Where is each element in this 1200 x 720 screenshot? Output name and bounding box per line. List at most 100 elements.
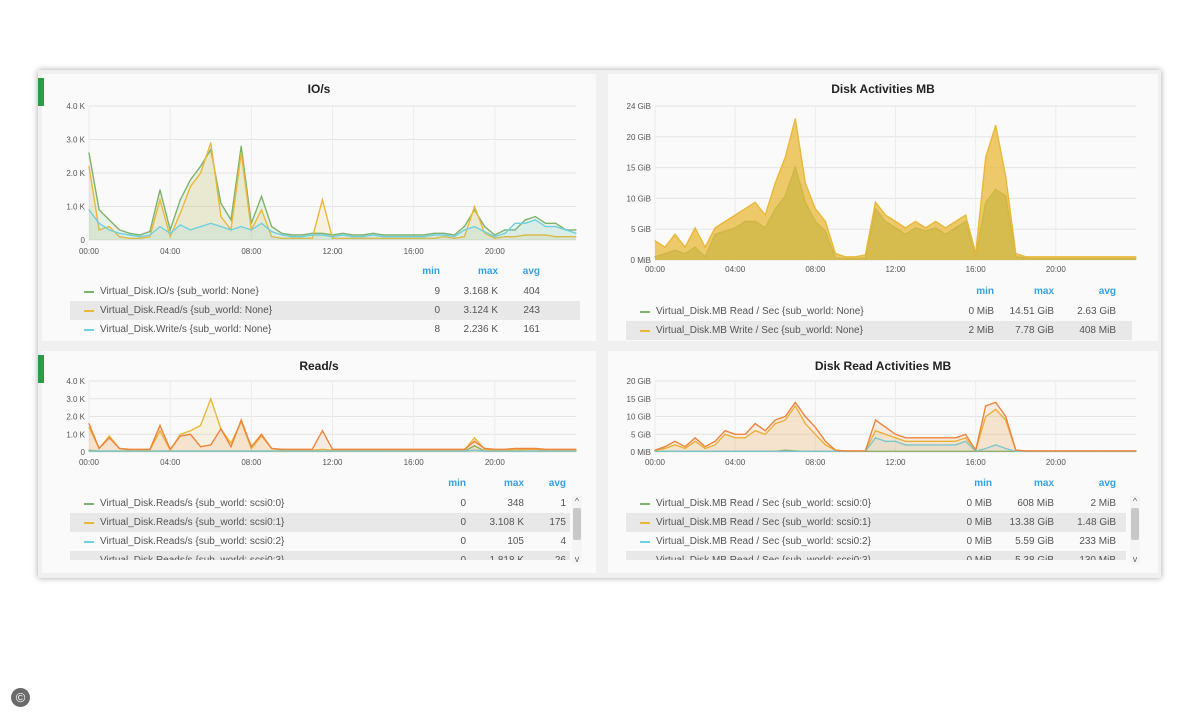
legend-row[interactable]: Virtual_Disk.Write/s {sub_world: None} 8 2… — [70, 320, 580, 339]
legend-row[interactable]: Virtual_Disk.Reads/s {sub_world: scsi0:3… — [70, 551, 570, 560]
legend-header-min[interactable]: min — [974, 478, 992, 489]
legend-header-avg[interactable]: avg — [548, 478, 566, 489]
series-color-swatch[interactable] — [640, 503, 650, 505]
legend-scrollbar[interactable]: ^ v — [572, 496, 582, 564]
row-collapse-marker[interactable] — [38, 355, 44, 383]
panel-reads-per-sec[interactable]: Read/s 4.0 K 3.0 K 2.0 K 1.0 K 0 00:00 04:00 08… — [38, 351, 596, 573]
series-color-swatch[interactable] — [84, 522, 94, 524]
legend-row[interactable]: Virtual_Disk.MB Write / Sec {sub_world: … — [626, 321, 1132, 340]
scroll-up-icon[interactable]: ^ — [1132, 496, 1138, 506]
legend-row[interactable]: Virtual_Disk.MB Read / Sec {sub_world: s… — [626, 551, 1126, 560]
data-point — [514, 222, 516, 224]
legend-series-label[interactable]: Virtual_Disk.MB Write / Sec {sub_world: … — [656, 325, 863, 336]
legend-series-label[interactable]: Virtual_Disk.Write/s {sub_world: None} — [100, 324, 272, 335]
data-point — [734, 450, 736, 452]
data-point — [433, 237, 435, 239]
data-point — [985, 450, 987, 452]
legend-row[interactable]: Virtual_Disk.IO/s {sub_world: None} 9 3.16… — [70, 282, 580, 301]
data-point — [392, 448, 394, 450]
legend-header-min[interactable]: min — [422, 266, 440, 277]
copyright-icon: © — [11, 688, 30, 707]
data-point — [352, 237, 354, 239]
legend-row[interactable]: Virtual_Disk.MB Read / Sec {sub_world: s… — [626, 532, 1126, 551]
legend-series-label[interactable]: Virtual_Disk.MB Read / Sec {sub_world: s… — [656, 536, 871, 547]
data-point — [514, 447, 516, 450]
series-color-swatch[interactable] — [84, 291, 94, 293]
series-color-swatch[interactable] — [640, 522, 650, 524]
legend-header-max[interactable]: max — [1033, 286, 1054, 297]
data-point — [724, 430, 726, 432]
data-point — [704, 446, 706, 448]
data-point — [1015, 449, 1017, 451]
data-point — [210, 450, 212, 452]
legend-series-label[interactable]: Virtual_Disk.Reads/s {sub_world: scsi0:1… — [100, 517, 285, 528]
legend-scrollbar[interactable]: ^ v — [1130, 496, 1140, 564]
data-point — [534, 450, 536, 452]
legend-series-label[interactable]: Virtual_Disk.Reads/s {sub_world: scsi0:0… — [100, 498, 285, 509]
legend-series-label[interactable]: Virtual_Disk.MB Read / Sec {sub_world: s… — [656, 498, 871, 509]
legend-header-avg[interactable]: avg — [1098, 478, 1116, 489]
panel-title[interactable]: IO/s — [307, 82, 331, 96]
scroll-thumb[interactable] — [573, 508, 581, 540]
panel-disk-read-activities-mb[interactable]: Disk Read Activities MB 20 GiB 15 GiB 10 G… — [608, 351, 1158, 573]
legend-series-label[interactable]: Virtual_Disk.MB Read / Sec {sub_world: s… — [656, 551, 871, 560]
x-tick-label: 08:00 — [805, 265, 826, 274]
legend-row[interactable]: Virtual_Disk.MB Read / Sec {sub_world: N… — [626, 302, 1132, 321]
scroll-thumb[interactable] — [1131, 508, 1139, 540]
panel-title[interactable]: Read/s — [299, 359, 339, 373]
legend-series-label[interactable]: Virtual_Disk.Read/s {sub_world: None} — [100, 305, 273, 316]
legend-row[interactable]: Virtual_Disk.Reads/s {sub_world: scsi0:0… — [70, 494, 570, 513]
legend-series-label[interactable]: Virtual_Disk.MB Read / Sec {sub_world: N… — [656, 306, 864, 317]
series-color-swatch[interactable] — [84, 329, 94, 331]
legend-header-avg[interactable]: avg — [522, 266, 540, 277]
panel-io-per-sec[interactable]: IO/s 4.0 K 3.0 K 2.0 K 1.0 K 0 00:00 04:00 08:0… — [38, 74, 596, 341]
legend-series-label[interactable]: Virtual_Disk.Reads/s {sub_world: scsi0:3… — [100, 551, 284, 560]
y-tick-label: 20 GiB — [627, 133, 651, 142]
legend-header-max[interactable]: max — [1033, 478, 1054, 489]
data-point — [453, 448, 455, 450]
series-color-swatch[interactable] — [640, 541, 650, 543]
panel-title[interactable]: Disk Read Activities MB — [814, 359, 952, 373]
legend-series-label[interactable]: Virtual_Disk.MB Read / Sec {sub_world: s… — [656, 517, 871, 528]
data-point — [200, 446, 202, 448]
data-point — [754, 201, 756, 203]
legend-header-min[interactable]: min — [976, 286, 994, 297]
data-point — [975, 449, 977, 451]
legend-series-label[interactable]: Virtual_Disk.IO/s {sub_world: None} — [100, 286, 259, 297]
legend-header-max[interactable]: max — [477, 266, 498, 277]
series-color-swatch[interactable] — [640, 330, 650, 332]
data-point — [392, 237, 394, 239]
legend-header-avg[interactable]: avg — [1098, 286, 1116, 297]
legend-series-label[interactable]: Virtual_Disk.Reads/s {sub_world: scsi0:2… — [100, 536, 285, 547]
data-point — [724, 220, 726, 223]
series-color-swatch[interactable] — [84, 310, 94, 312]
legend-row[interactable]: Virtual_Disk.Reads/s {sub_world: scsi0:2… — [70, 532, 570, 551]
data-point — [874, 450, 877, 452]
series-color-swatch[interactable] — [84, 503, 94, 505]
x-tick-label: 12:00 — [885, 458, 906, 467]
data-point — [220, 450, 222, 452]
series-color-swatch[interactable] — [84, 541, 94, 543]
data-point — [734, 433, 736, 435]
data-point — [473, 205, 476, 208]
legend-row[interactable]: Virtual_Disk.MB Read / Sec {sub_world: s… — [626, 494, 1126, 513]
scroll-down-icon[interactable]: v — [1132, 554, 1138, 564]
data-point — [210, 398, 212, 400]
scroll-down-icon[interactable]: v — [574, 554, 580, 564]
legend-header-min[interactable]: min — [448, 478, 466, 489]
panel-disk-activities-mb[interactable]: Disk Activities MB 24 GiB 20 GiB 15 GiB 10 … — [608, 74, 1158, 341]
data-point — [764, 430, 766, 432]
panel-title[interactable]: Disk Activities MB — [831, 82, 935, 96]
data-point — [139, 237, 141, 239]
series-color-swatch[interactable] — [640, 311, 650, 313]
legend-header-max[interactable]: max — [503, 478, 524, 489]
legend-min-value: 0 — [460, 517, 466, 528]
data-point — [995, 401, 997, 403]
row-collapse-marker[interactable] — [38, 78, 44, 106]
data-point — [545, 222, 547, 224]
legend-row[interactable]: Virtual_Disk.Reads/s {sub_world: scsi0:1… — [70, 513, 570, 532]
data-point — [774, 182, 776, 184]
scroll-up-icon[interactable]: ^ — [574, 496, 580, 506]
legend-row[interactable]: Virtual_Disk.Read/s {sub_world: None} 0 3.… — [70, 301, 580, 320]
legend-row[interactable]: Virtual_Disk.MB Read / Sec {sub_world: s… — [626, 513, 1126, 532]
